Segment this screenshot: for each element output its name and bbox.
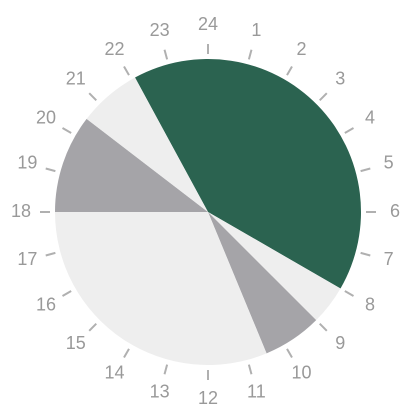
tick-mark	[344, 290, 354, 297]
pie-slice	[208, 212, 317, 354]
tick-label: 9	[335, 333, 345, 353]
tick-label: 13	[150, 381, 170, 401]
pie-slice	[54, 212, 267, 365]
tick-mark	[360, 251, 371, 257]
tick-label: 15	[66, 333, 86, 353]
tick-label: 16	[36, 294, 56, 314]
tick-mark	[360, 167, 371, 173]
tick-label: 17	[17, 249, 37, 269]
tick-label: 23	[150, 20, 170, 40]
tick-mark	[88, 92, 97, 101]
tick-mark	[319, 323, 328, 332]
tick-label: 20	[36, 107, 56, 127]
tick-mark	[123, 348, 130, 358]
tick-label: 11	[247, 381, 266, 401]
tick-label: 4	[365, 107, 375, 127]
tick-mark	[286, 66, 293, 76]
tick-label: 12	[198, 388, 218, 408]
tick-label: 1	[251, 20, 261, 40]
tick-label: 10	[291, 363, 311, 383]
tick-label: 8	[365, 294, 375, 314]
tick-label: 24	[198, 14, 218, 34]
tick-mark	[163, 364, 169, 375]
tick-mark	[286, 348, 293, 358]
tick-mark	[45, 167, 56, 173]
tick-label: 6	[390, 201, 400, 221]
tick-label: 14	[104, 363, 124, 383]
pie-slice	[55, 118, 208, 212]
tick-label: 18	[11, 201, 31, 221]
tick-label: 2	[296, 39, 306, 59]
pie-slice	[208, 212, 341, 321]
tick-label: 19	[17, 152, 37, 172]
tick-mark	[344, 127, 354, 134]
tick-mark	[62, 127, 72, 134]
tick-label: 7	[384, 249, 394, 269]
tick-label: 3	[335, 69, 345, 89]
tick-mark	[163, 49, 169, 60]
tick-mark	[62, 290, 72, 297]
tick-label: 22	[104, 39, 124, 59]
tick-label: 5	[384, 152, 394, 172]
tick-mark	[45, 251, 56, 257]
tick-mark	[123, 66, 130, 76]
tick-mark	[319, 92, 328, 101]
pie-slice	[86, 77, 208, 212]
tick-mark	[247, 364, 253, 375]
tick-label: 21	[66, 69, 86, 89]
tick-mark	[88, 323, 97, 332]
pie-slice	[134, 59, 361, 289]
tick-mark	[247, 49, 253, 60]
